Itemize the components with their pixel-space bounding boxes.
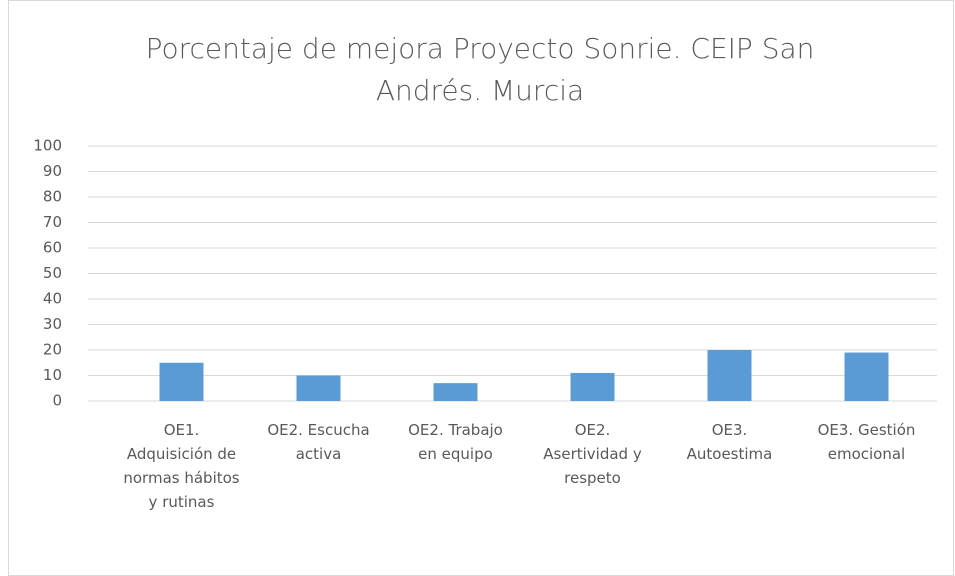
bar — [570, 372, 615, 401]
y-tick-label: 50 — [43, 264, 62, 282]
bar — [296, 375, 341, 401]
y-tick-label: 80 — [43, 188, 62, 206]
y-tick-label: 0 — [52, 392, 62, 410]
y-tick-label: 100 — [33, 137, 62, 155]
bar — [844, 352, 889, 401]
y-tick-label: 60 — [43, 239, 62, 257]
y-tick-label: 10 — [43, 366, 62, 384]
x-tick-label: OE3. Gestión emocional — [817, 421, 916, 463]
chart-title: Porcentaje de mejora Proyecto Sonrie. CE… — [145, 32, 815, 107]
y-tick-label: 20 — [43, 341, 62, 359]
y-tick-label: 30 — [43, 315, 62, 333]
x-tick-label: OE2. Trabajo en equipo — [408, 421, 503, 463]
bar — [707, 350, 752, 401]
y-tick-label: 40 — [43, 290, 62, 308]
y-tick-label: 90 — [43, 162, 62, 180]
x-tick-label: OE2. Asertividad y respeto — [543, 421, 642, 487]
x-tick-label: OE3. Autoestima — [686, 421, 773, 463]
x-tick-label: OE2. Escucha activa — [267, 421, 370, 463]
y-tick-label: 70 — [43, 213, 62, 231]
x-tick-label: OE1. Adquisición de normas hábitos y rut… — [123, 421, 240, 511]
bar — [433, 383, 478, 401]
bar — [159, 362, 204, 401]
